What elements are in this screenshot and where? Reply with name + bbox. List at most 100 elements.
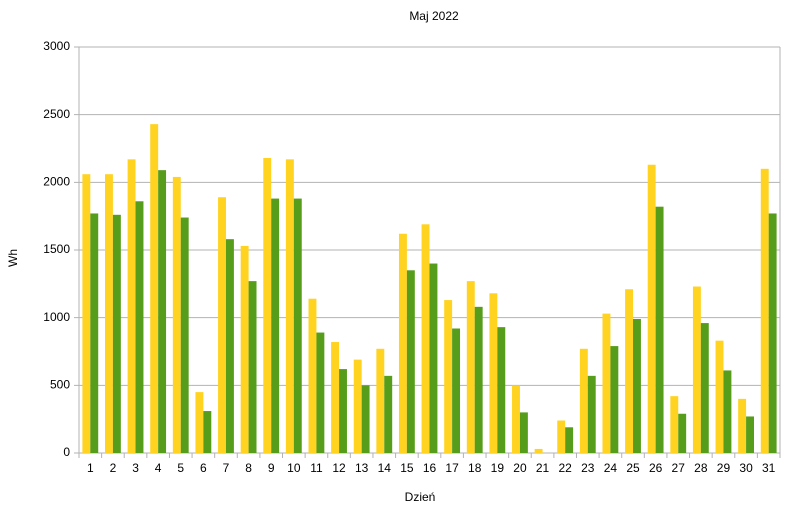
bar [429, 263, 438, 453]
bar [248, 281, 257, 453]
bar [331, 342, 340, 453]
bar [497, 327, 506, 453]
bar [610, 346, 619, 453]
bar [565, 427, 574, 453]
x-tick-label: 13 [355, 461, 369, 475]
x-tick-label: 10 [287, 461, 301, 475]
bar [723, 370, 732, 453]
bar [82, 174, 91, 454]
chart-title: Maj 2022 [409, 9, 459, 23]
x-tick-label: 28 [694, 461, 708, 475]
bar [474, 306, 483, 453]
x-tick-label: 2 [110, 461, 117, 475]
x-tick-label: 4 [155, 461, 162, 475]
bar [700, 323, 709, 453]
x-tick-label: 7 [223, 461, 230, 475]
bar [534, 448, 543, 453]
bar [692, 286, 701, 453]
x-tick-label: 17 [445, 461, 459, 475]
bar [398, 233, 407, 453]
x-tick-label: 30 [739, 461, 753, 475]
bar [339, 369, 347, 453]
bar [768, 213, 777, 453]
x-tick-label: 8 [245, 461, 252, 475]
bar [760, 168, 769, 454]
y-tick-label: 1000 [43, 310, 70, 324]
x-tick-label: 15 [400, 461, 414, 475]
bar [738, 398, 747, 453]
y-tick-label: 2500 [43, 107, 70, 121]
bar [316, 332, 325, 453]
bar [633, 319, 641, 453]
x-tick-label: 3 [132, 461, 139, 475]
bar [376, 348, 385, 453]
bar [135, 201, 144, 453]
x-tick-label: 25 [626, 461, 640, 475]
bar [218, 197, 226, 453]
bar [150, 124, 159, 453]
bar [285, 159, 294, 453]
bar [466, 281, 475, 453]
bar [557, 420, 566, 453]
bar [452, 328, 461, 453]
bar [519, 412, 528, 453]
x-tick-label: 21 [536, 461, 550, 475]
x-tick-label: 24 [604, 461, 618, 475]
x-tick-label: 1 [87, 461, 94, 475]
bar [647, 164, 656, 454]
x-tick-label: 31 [762, 461, 776, 475]
bar [180, 217, 189, 453]
x-tick-label: 19 [491, 461, 505, 475]
bar [587, 375, 596, 453]
bar [746, 416, 754, 453]
bar [240, 245, 249, 453]
x-tick-label: 11 [310, 461, 323, 475]
y-axis-title: Wh [6, 249, 20, 267]
bar [172, 176, 181, 454]
bar [195, 392, 204, 453]
x-tick-label: 5 [177, 461, 184, 475]
bar [308, 298, 317, 453]
bar [127, 159, 136, 453]
bar [225, 239, 234, 453]
bar [158, 170, 167, 454]
x-tick-label: 6 [200, 461, 207, 475]
bar [655, 206, 664, 453]
x-tick-label: 14 [378, 461, 392, 475]
x-tick-label: 12 [332, 461, 346, 475]
y-tick-label: 500 [50, 378, 70, 392]
bar [715, 340, 724, 453]
y-tick-label: 2000 [43, 175, 70, 189]
bar [670, 396, 679, 453]
x-tick-label: 29 [717, 461, 731, 475]
y-tick-label: 1500 [43, 242, 70, 256]
bar [579, 348, 588, 453]
x-tick-label: 16 [423, 461, 437, 475]
bar [105, 174, 113, 454]
bar [263, 157, 272, 453]
x-tick-label: 20 [513, 461, 527, 475]
x-tick-label: 22 [558, 461, 572, 475]
bar [602, 313, 611, 453]
bar [203, 411, 212, 453]
bar [293, 198, 302, 453]
bar [678, 413, 687, 453]
x-tick-label: 27 [672, 461, 686, 475]
x-axis-title: Dzień [405, 490, 436, 504]
bar [489, 293, 498, 453]
bar [625, 289, 634, 453]
bar [112, 214, 121, 453]
bar [384, 375, 393, 453]
bar [353, 359, 362, 453]
y-tick-label: 3000 [43, 39, 70, 53]
bar [512, 385, 520, 453]
x-tick-label: 26 [649, 461, 663, 475]
x-tick-label: 23 [581, 461, 595, 475]
bar [361, 385, 370, 453]
bar [406, 270, 415, 453]
x-tick-label: 9 [268, 461, 275, 475]
y-tick-label: 0 [63, 445, 70, 459]
bar [90, 213, 99, 453]
bar [271, 198, 280, 453]
